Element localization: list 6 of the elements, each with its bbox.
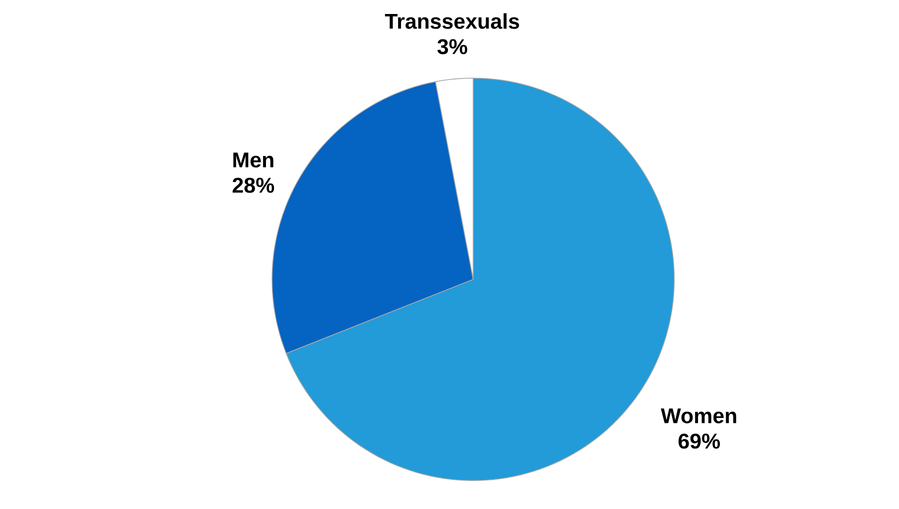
slice-label: Women [660, 408, 736, 424]
data-label: 28% [232, 178, 274, 193]
slice-label: Transsexuals [384, 13, 520, 29]
slice-label: Men [233, 152, 274, 168]
data-label: 69% [678, 434, 720, 449]
data-label: 3% [437, 39, 468, 54]
